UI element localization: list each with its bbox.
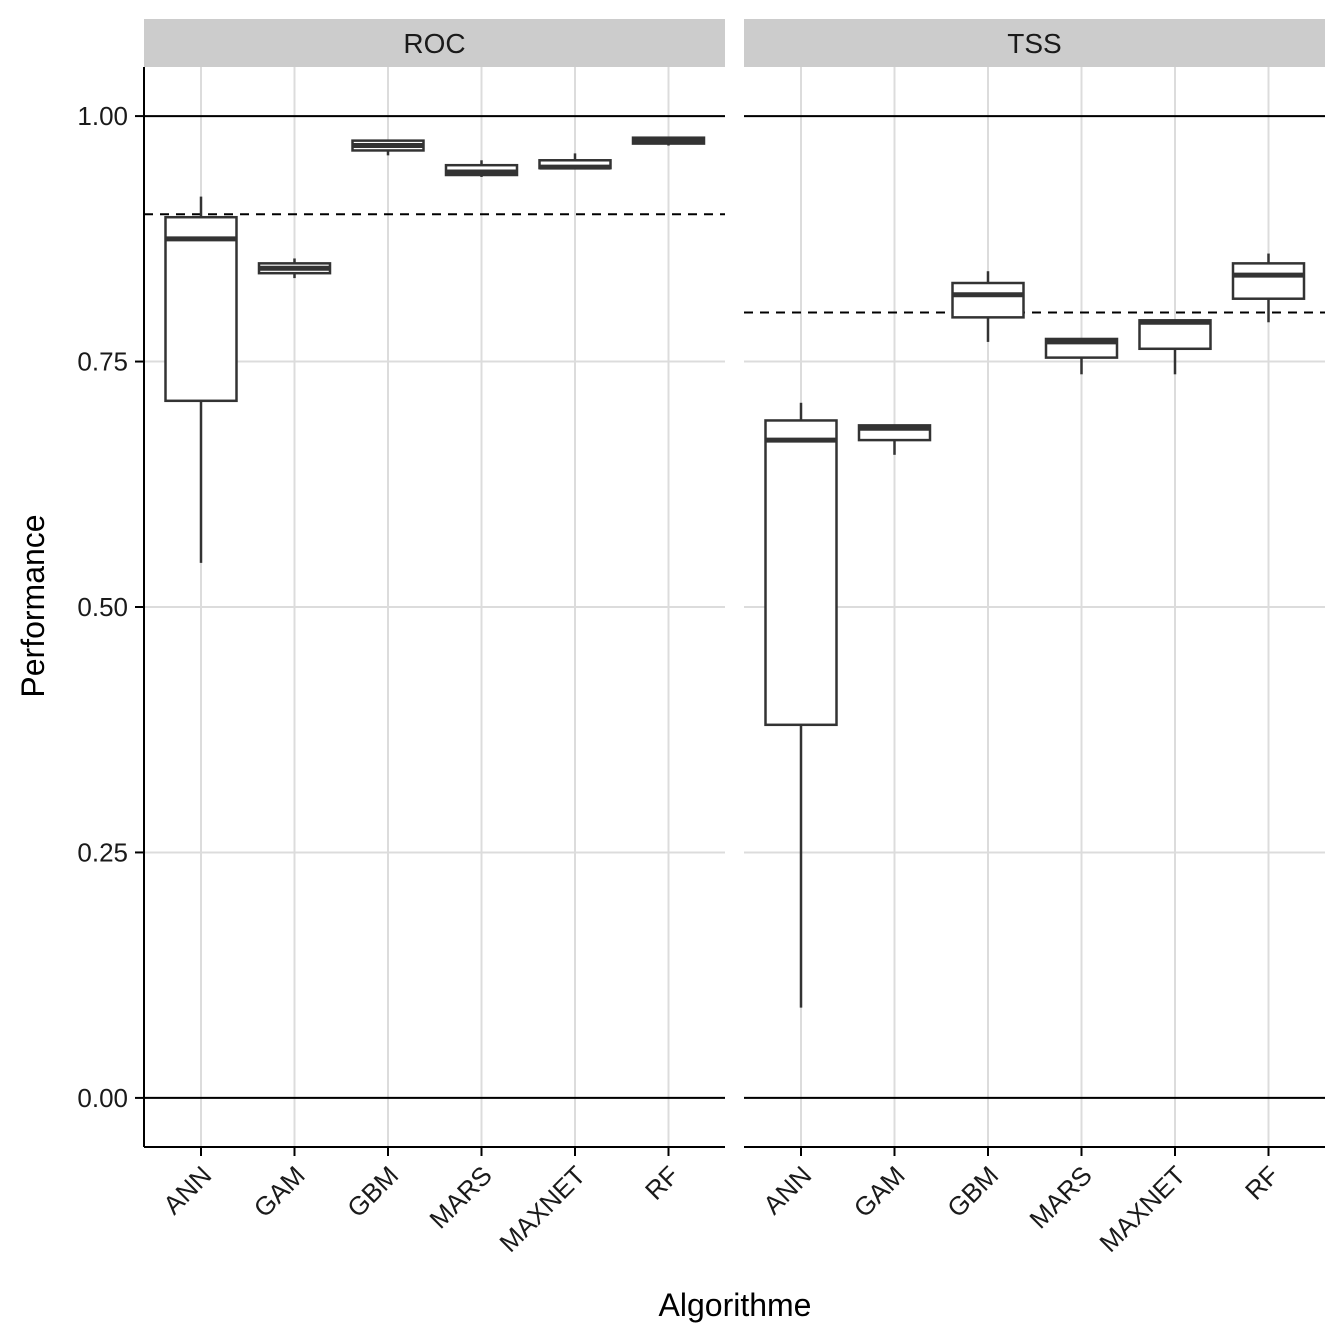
y-tick-label: 1.00 <box>77 101 128 131</box>
x-tick-label: GBM <box>941 1160 1004 1223</box>
x-axis-title: Algorithme <box>659 1287 812 1323</box>
box-iqr <box>764 419 838 727</box>
box-maxnet <box>538 153 612 170</box>
x-tick-label: GBM <box>341 1160 404 1223</box>
box-rf <box>1231 253 1306 323</box>
x-tick-label: ANN <box>757 1160 817 1220</box>
x-tick-label: RF <box>1239 1160 1285 1206</box>
x-tick-label: RF <box>639 1160 685 1206</box>
x-tick-label: ANN <box>157 1160 217 1220</box>
y-tick-label: 0.25 <box>77 837 128 867</box>
facet-strip <box>744 19 1325 67</box>
x-tick-label: MARS <box>1023 1160 1097 1234</box>
box-mars <box>444 160 519 177</box>
x-tick-label: MAXNET <box>1093 1160 1191 1258</box>
box-gbm <box>951 271 1025 342</box>
box-iqr <box>164 215 238 403</box>
box-iqr <box>1231 262 1306 300</box>
box-ann <box>764 402 838 1008</box>
box-gbm <box>351 139 425 156</box>
y-tick-label: 0.00 <box>77 1083 128 1113</box>
facet-strip-label: ROC <box>403 28 465 59</box>
y-tick-label: 0.50 <box>77 592 128 622</box>
box-rf <box>631 136 706 146</box>
facet-strip <box>144 19 725 67</box>
x-tick-label: GAM <box>848 1160 911 1223</box>
box-mars <box>1044 337 1119 375</box>
box-iqr <box>951 281 1025 319</box>
x-tick-label: MAXNET <box>493 1160 591 1258</box>
box-ann <box>164 196 238 563</box>
facet-strip-label: TSS <box>1007 28 1061 59</box>
y-tick-label: 0.75 <box>77 347 128 377</box>
x-tick-label: MARS <box>423 1160 497 1234</box>
box-maxnet <box>1138 319 1212 375</box>
x-tick-label: GAM <box>248 1160 311 1223</box>
y-axis-title: Performance <box>15 514 51 697</box>
box-gam <box>857 424 932 455</box>
box-gam <box>257 258 332 279</box>
